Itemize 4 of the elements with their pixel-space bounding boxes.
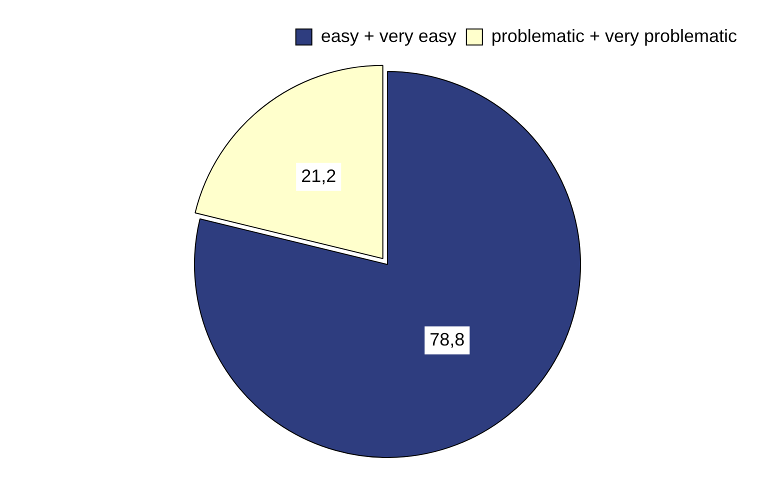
legend-label: problematic + very problematic: [491, 26, 738, 46]
legend-label: easy + very easy: [320, 26, 456, 46]
data-label: 21,2: [301, 166, 336, 186]
data-label: 78,8: [430, 329, 465, 350]
